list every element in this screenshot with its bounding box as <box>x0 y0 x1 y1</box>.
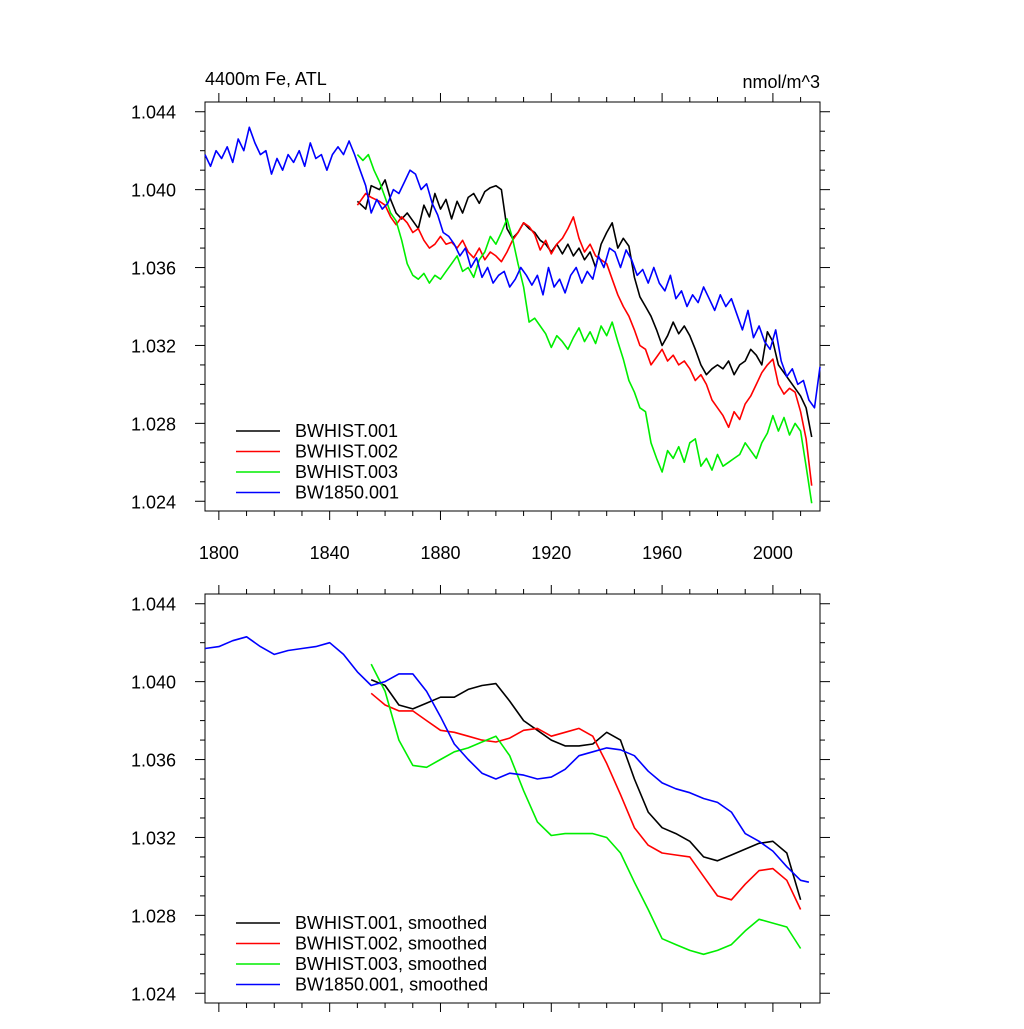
y-tick-label: 1.028 <box>131 414 176 434</box>
legend-label: BW1850.001, smoothed <box>295 975 488 995</box>
units-label: nmol/m^3 <box>743 72 820 92</box>
y-tick-label: 1.044 <box>131 103 176 123</box>
y-tick-label: 1.036 <box>131 259 176 279</box>
series-line-2 <box>370 692 802 910</box>
legend-label: BWHIST.002 <box>295 442 398 462</box>
legend-label: BWHIST.003 <box>295 462 398 482</box>
y-tick-label: 1.024 <box>131 492 176 512</box>
x-tick-label: 1880 <box>420 543 460 563</box>
legend-label: BW1850.001 <box>295 483 399 503</box>
series-line-3 <box>370 663 802 956</box>
y-tick-label: 1.032 <box>131 828 176 848</box>
x-tick-label: 1840 <box>310 543 350 563</box>
series-line-1 <box>370 678 802 901</box>
series-line-1 <box>356 179 813 438</box>
y-tick-label: 1.024 <box>131 984 176 1004</box>
y-tick-label: 1.028 <box>131 906 176 926</box>
y-tick-label: 1.044 <box>131 595 176 615</box>
series-line-3 <box>356 153 813 504</box>
legend-label: BWHIST.003, smoothed <box>295 954 487 974</box>
legend-label: BWHIST.002, smoothed <box>295 934 487 954</box>
legend-label: BWHIST.001 <box>295 421 398 441</box>
x-tick-label: 1960 <box>642 543 682 563</box>
x-tick-label: 2000 <box>753 543 793 563</box>
series-line-4 <box>204 635 810 883</box>
y-tick-label: 1.036 <box>131 751 176 771</box>
legend-label: BWHIST.001, smoothed <box>295 913 487 933</box>
series-line-2 <box>356 192 813 486</box>
y-tick-label: 1.040 <box>131 181 176 201</box>
y-tick-label: 1.032 <box>131 336 176 356</box>
y-tick-label: 1.040 <box>131 673 176 693</box>
x-tick-label: 1920 <box>531 543 571 563</box>
series-line-4 <box>204 126 821 409</box>
chart-title: 4400m Fe, ATL <box>205 69 327 89</box>
x-tick-label: 1800 <box>199 543 239 563</box>
